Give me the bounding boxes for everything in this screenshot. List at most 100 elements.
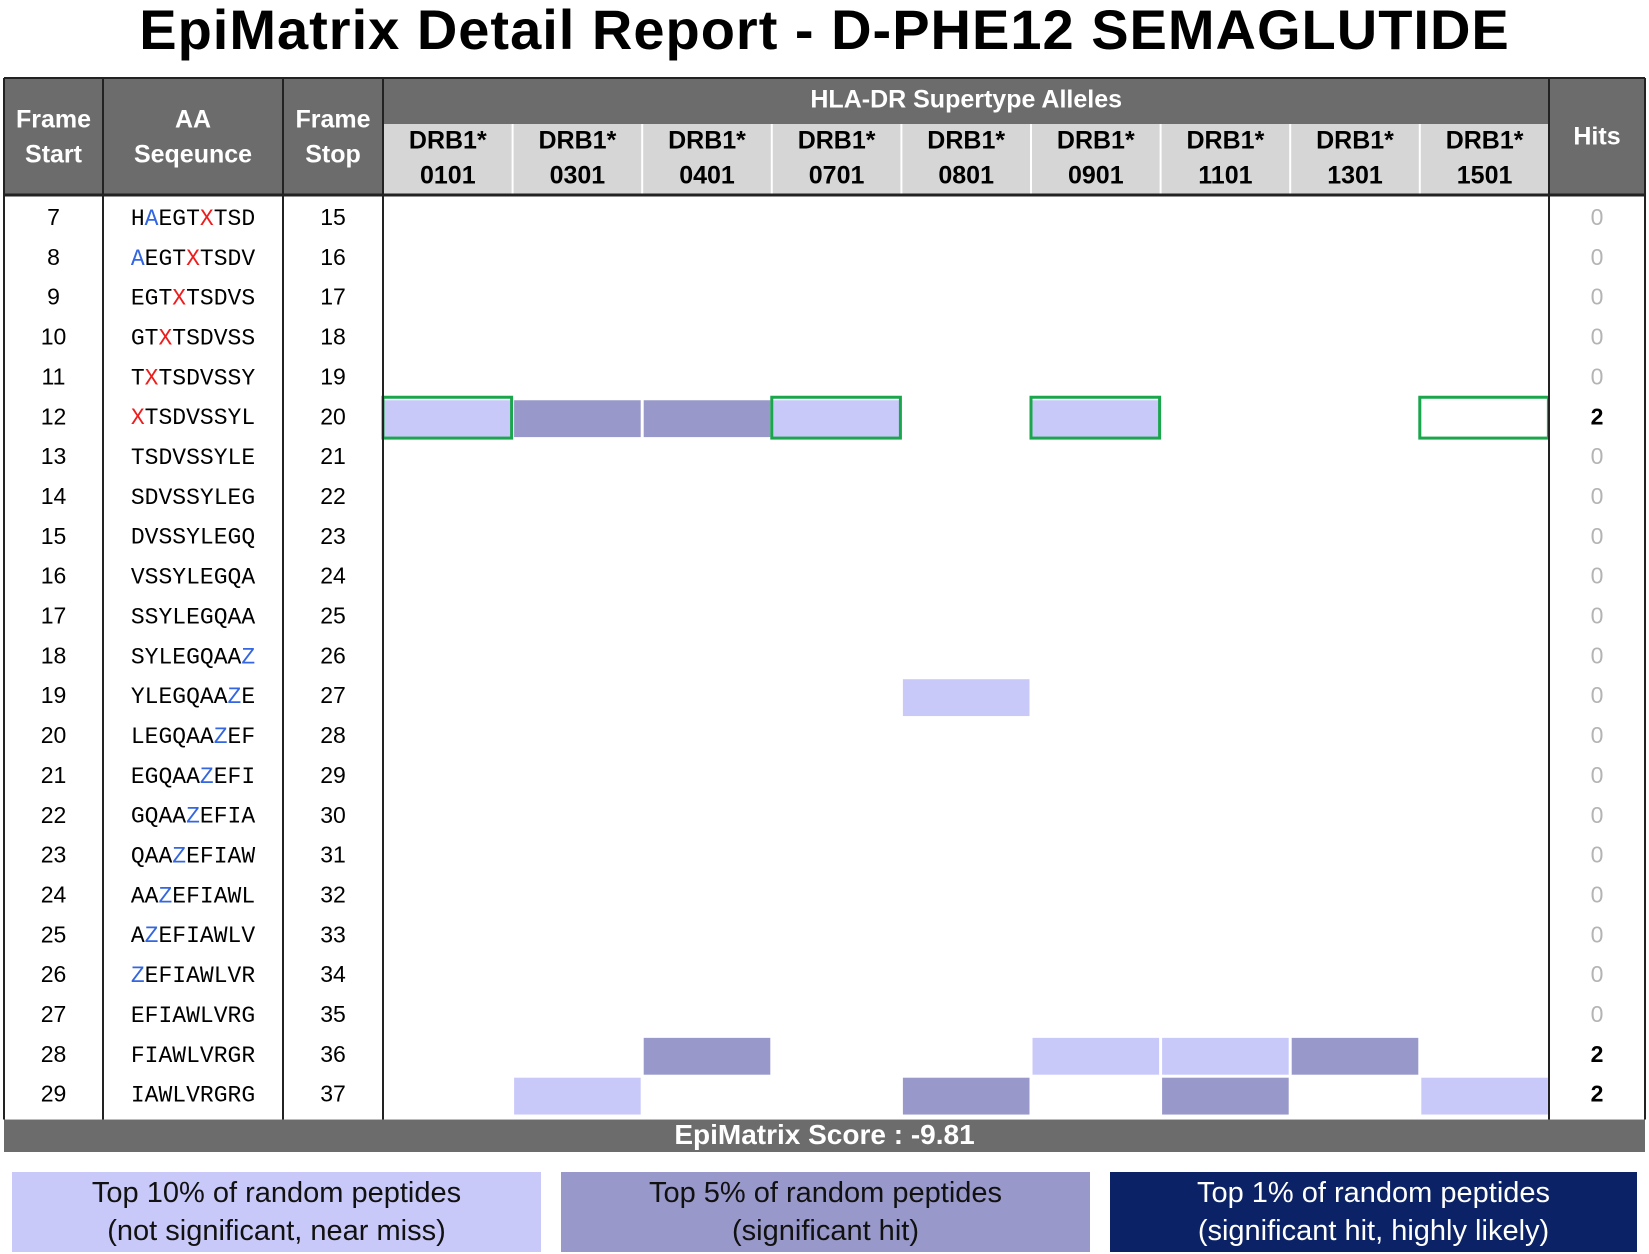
aa-residue: E: [158, 206, 172, 232]
aa-residue: E: [158, 684, 172, 710]
aa-residue: G: [158, 246, 172, 272]
aa-residue: G: [228, 1043, 242, 1069]
allele-header-top: DRB1*: [668, 127, 746, 155]
header-aa-sequence-line1: AA: [175, 106, 211, 134]
aa-residue: V: [228, 286, 242, 312]
heatmap-cell: [1162, 1037, 1289, 1075]
allele-header-bottom: 1101: [1198, 162, 1252, 190]
aa-residue: T: [131, 445, 145, 471]
hits-value: 0: [1591, 842, 1604, 868]
aa-residue: I: [241, 764, 255, 790]
allele-header-top: DRB1*: [798, 127, 876, 155]
aa-residue: E: [131, 286, 145, 312]
aa-residue: E: [145, 724, 159, 750]
aa-residue: V: [200, 1043, 214, 1069]
aa-residue: V: [200, 365, 214, 391]
aa-residue: F: [131, 1043, 145, 1069]
allele-header-top: DRB1*: [1057, 127, 1135, 155]
aa-residue: S: [186, 326, 200, 352]
aa-sequence-value: SYLEGQAAZ: [131, 644, 255, 670]
frame-stop-value: 22: [320, 483, 346, 509]
aa-residue: I: [145, 1043, 159, 1069]
aa-residue: Q: [228, 565, 242, 591]
aa-residue: G: [241, 1083, 255, 1109]
aa-residue: R: [241, 963, 255, 989]
aa-residue: Y: [158, 605, 172, 631]
aa-residue: S: [158, 565, 172, 591]
header-frame-start-line1: Frame: [16, 106, 91, 134]
heatmap-cell: [902, 1077, 1030, 1115]
allele-header-top: DRB1*: [927, 127, 1005, 155]
aa-residue: S: [186, 445, 200, 471]
frame-stop-value: 16: [320, 244, 346, 270]
frame-stop-value: 27: [320, 682, 346, 708]
aa-residue: R: [241, 1043, 255, 1069]
aa-sequence-value: YLEGQAAZE: [131, 684, 255, 710]
aa-residue: D: [172, 405, 186, 431]
legend-top-5-line1: Top 5% of random peptides: [648, 1177, 1003, 1209]
aa-residue: E: [186, 605, 200, 631]
allele-header-band: [383, 124, 1550, 195]
frame-stop-value: 33: [320, 921, 346, 947]
aa-residue: Z: [228, 684, 242, 710]
aa-residue: V: [172, 445, 186, 471]
hits-value: 0: [1591, 921, 1604, 947]
aa-residue: T: [200, 246, 214, 272]
aa-sequence-value: AEGTXTSDV: [131, 246, 256, 272]
aa-residue: S: [214, 405, 228, 431]
header-frame-stop-line1: Frame: [295, 106, 370, 134]
aa-residue: E: [186, 844, 200, 870]
frame-start-value: 17: [41, 603, 67, 629]
aa-residue: X: [186, 246, 200, 272]
aa-residue: Z: [158, 883, 172, 909]
frame-stop-value: 30: [320, 802, 346, 828]
aa-residue: A: [172, 1003, 186, 1029]
aa-residue: Q: [214, 605, 228, 631]
aa-residue: G: [158, 724, 172, 750]
aa-residue: W: [200, 963, 214, 989]
aa-residue: Z: [172, 844, 186, 870]
aa-residue: G: [214, 1083, 228, 1109]
aa-residue: S: [241, 326, 255, 352]
aa-sequence-value: AAZEFIAWL: [131, 883, 255, 909]
aa-residue: V: [241, 246, 255, 272]
aa-residue: V: [131, 565, 145, 591]
frame-start-value: 22: [41, 802, 67, 828]
frame-stop-value: 34: [320, 961, 346, 987]
aa-residue: T: [214, 206, 228, 232]
hits-value: 0: [1591, 483, 1604, 509]
hits-value: 0: [1591, 682, 1604, 708]
aa-residue: A: [186, 963, 200, 989]
aa-residue: A: [200, 923, 214, 949]
aa-residue: L: [214, 485, 228, 511]
aa-residue: E: [172, 883, 186, 909]
aa-residue: A: [131, 923, 145, 949]
hits-value: 0: [1591, 204, 1604, 230]
aa-residue: S: [200, 286, 214, 312]
aa-residue: V: [186, 405, 200, 431]
aa-residue: S: [200, 445, 214, 471]
aa-residue: I: [186, 923, 200, 949]
allele-header-bottom: 0701: [809, 162, 865, 190]
aa-residue: W: [158, 1083, 172, 1109]
aa-sequence-value: DVSSYLEGQ: [131, 525, 255, 551]
aa-residue: V: [158, 485, 172, 511]
aa-residue: T: [186, 286, 200, 312]
aa-residue: Z: [145, 923, 159, 949]
aa-residue: L: [228, 445, 242, 471]
aa-sequence-value: FIAWLVRGR: [131, 1043, 256, 1069]
aa-residue: F: [158, 963, 172, 989]
frame-start-value: 27: [41, 1001, 67, 1027]
aa-residue: I: [200, 883, 214, 909]
aa-residue: D: [200, 326, 214, 352]
aa-sequence-value: AZEFIAWLV: [131, 923, 256, 949]
aa-residue: L: [158, 644, 172, 670]
frame-start-value: 28: [41, 1041, 67, 1067]
aa-residue: G: [172, 684, 186, 710]
frame-stop-value: 37: [320, 1081, 346, 1107]
aa-residue: A: [158, 844, 172, 870]
aa-residue: F: [145, 1003, 159, 1029]
hits-value: 0: [1591, 284, 1604, 310]
hits-value: 0: [1591, 324, 1604, 350]
hits-value: 2: [1591, 403, 1604, 429]
